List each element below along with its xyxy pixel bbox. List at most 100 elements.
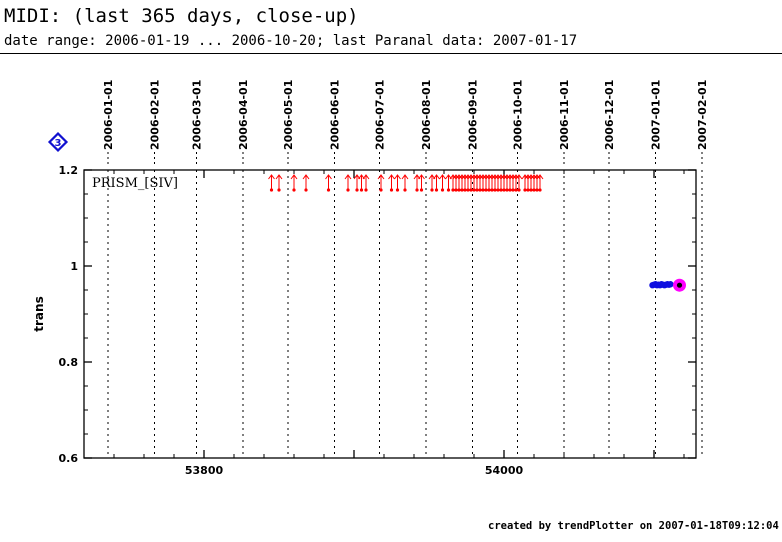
arrow-base-point <box>496 188 500 192</box>
arrow-base-point <box>415 188 419 192</box>
out-of-range-arrow <box>401 174 409 192</box>
title-divider <box>0 53 782 54</box>
y-axis-label: trans <box>32 296 46 331</box>
out-of-range-arrow <box>509 174 517 192</box>
y-axis-ticks: 0.6 0.8 1 1.2 <box>59 164 696 465</box>
arrow-base-point <box>346 188 350 192</box>
arrow-base-point <box>478 188 482 192</box>
arrow-base-point <box>475 188 479 192</box>
arrow-base-point <box>269 188 274 192</box>
date-tick-label: 2006-06-01 <box>329 80 342 150</box>
count-badge: 3 <box>47 131 69 153</box>
y-tick-label: 1.2 <box>59 164 79 177</box>
date-tick-label: 2006-02-01 <box>149 80 162 150</box>
arrow-base-point <box>364 188 368 192</box>
out-of-range-arrow <box>476 174 484 192</box>
x-tick-label: 53800 <box>185 464 224 477</box>
out-of-range-arrow <box>394 174 401 192</box>
arrow-base-point <box>395 188 400 192</box>
arrow-head <box>500 174 508 180</box>
arrow-base-point <box>523 188 527 192</box>
arrow-head <box>467 174 475 180</box>
arrow-base-point <box>532 188 536 192</box>
arrow-base-point <box>526 188 530 192</box>
arrow-head <box>449 174 457 180</box>
panel-label: PRISM_[SIV] <box>92 176 178 191</box>
x-tick-label: 54000 <box>485 464 524 477</box>
arrow-base-point <box>466 188 470 192</box>
date-tick-label: 2006-12-01 <box>603 80 616 150</box>
out-of-range-arrow <box>388 174 395 192</box>
arrow-base-point <box>463 188 467 192</box>
data-point <box>667 281 674 288</box>
arrow-head <box>479 174 487 180</box>
arrow-head <box>521 174 529 180</box>
out-of-range-arrow <box>362 174 370 192</box>
arrow-base-point <box>277 188 281 192</box>
arrow-base-point <box>389 188 394 192</box>
arrow-base-point <box>304 188 308 192</box>
out-of-range-arrow <box>479 174 487 192</box>
arrow-head <box>485 174 493 180</box>
badge-diamond <box>47 131 69 153</box>
arrow-base-point <box>517 188 521 192</box>
date-grid <box>107 152 703 458</box>
arrow-head <box>491 174 499 180</box>
chart-title: MIDI: (last 365 days, close-up) <box>4 5 359 27</box>
arrow-head <box>509 174 517 180</box>
out-of-range-arrow <box>515 174 523 192</box>
arrow-head <box>464 174 472 180</box>
out-of-range-arrow <box>464 174 472 192</box>
arrow-base-point <box>434 188 439 192</box>
arrow-head <box>497 174 505 180</box>
arrow-base-point <box>440 188 445 192</box>
date-tick-label: 2006-07-01 <box>374 80 387 150</box>
out-of-range-arrow <box>524 174 532 192</box>
arrow-head <box>439 174 446 180</box>
arrow-base-point <box>446 188 451 192</box>
y-tick-label: 0.6 <box>59 452 79 465</box>
arrow-base-point <box>430 188 434 192</box>
arrow-head <box>268 174 275 180</box>
arrow-base-point <box>514 188 518 192</box>
date-tick-label: 2006-01-01 <box>102 80 115 150</box>
arrow-head <box>503 174 511 180</box>
arrow-head <box>488 174 496 180</box>
arrow-head <box>433 174 440 180</box>
arrow-head <box>476 174 484 180</box>
out-of-range-arrow <box>485 174 493 192</box>
plot-area: 2006-01-01 2006-02-01 2006-03-01 2006-04-01… <box>32 80 709 477</box>
arrow-head <box>524 174 532 180</box>
out-of-range-arrow <box>533 174 541 192</box>
out-of-range-arrow <box>455 174 463 192</box>
out-of-range-arrow <box>275 174 283 192</box>
out-of-range-arrow <box>494 174 502 192</box>
out-of-range-arrow <box>521 174 529 192</box>
out-of-range-arrow <box>461 174 469 192</box>
arrow-head <box>527 174 535 180</box>
arrow-head <box>377 174 385 180</box>
arrow-base-point <box>355 188 359 192</box>
arrow-head <box>302 174 310 180</box>
arrow-base-point <box>529 188 533 192</box>
arrow-base-point <box>508 188 512 192</box>
out-of-range-arrow <box>470 174 478 192</box>
arrow-head <box>394 174 401 180</box>
arrow-base-point <box>472 188 476 192</box>
arrow-head <box>418 174 425 180</box>
arrow-head <box>512 174 520 180</box>
out-of-range-arrow <box>500 174 508 192</box>
out-of-range-arrow <box>449 174 457 192</box>
out-of-range-arrow <box>530 174 538 192</box>
arrow-base-point <box>326 188 331 192</box>
date-tick-label: 2006-05-01 <box>282 80 295 150</box>
out-of-range-arrow <box>536 174 544 192</box>
badge-count: 3 <box>55 138 62 149</box>
out-of-range-arrow <box>452 174 460 192</box>
arrow-head <box>362 174 370 180</box>
arrow-base-point <box>469 188 473 192</box>
arrow-head <box>344 174 352 180</box>
date-tick-label: 2006-10-01 <box>512 80 525 150</box>
arrow-head <box>461 174 469 180</box>
arrow-base-point <box>451 188 455 192</box>
